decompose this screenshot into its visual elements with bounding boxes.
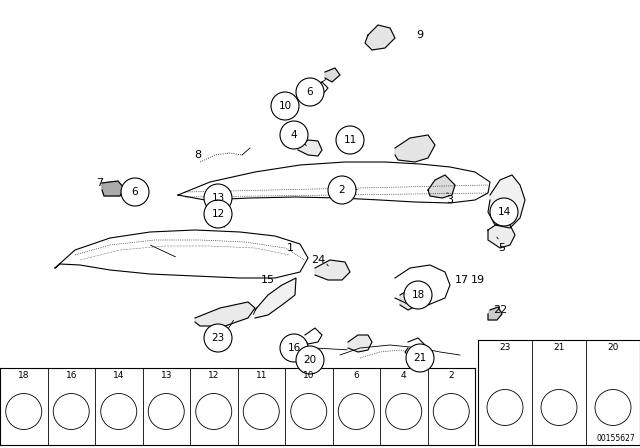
- Text: 1: 1: [287, 243, 294, 253]
- Polygon shape: [488, 175, 525, 228]
- Text: 13: 13: [211, 193, 225, 203]
- Circle shape: [406, 344, 434, 372]
- Text: 13: 13: [161, 371, 172, 380]
- Text: 20: 20: [607, 344, 619, 353]
- Polygon shape: [195, 302, 255, 326]
- Polygon shape: [102, 181, 124, 196]
- Text: 8: 8: [195, 150, 202, 160]
- Circle shape: [204, 200, 232, 228]
- Text: 3: 3: [447, 195, 454, 205]
- Circle shape: [204, 324, 232, 352]
- Text: 11: 11: [255, 371, 267, 380]
- Text: 4: 4: [401, 371, 406, 380]
- Polygon shape: [400, 288, 420, 310]
- Text: 10: 10: [278, 101, 292, 111]
- Text: 21: 21: [413, 353, 427, 363]
- Polygon shape: [395, 135, 435, 162]
- Polygon shape: [298, 140, 322, 156]
- Circle shape: [280, 121, 308, 149]
- Text: 24: 24: [311, 255, 325, 265]
- Text: 6: 6: [353, 371, 359, 380]
- Circle shape: [296, 346, 324, 374]
- Text: 22: 22: [493, 305, 507, 315]
- Circle shape: [404, 281, 432, 309]
- Text: 18: 18: [18, 371, 29, 380]
- Circle shape: [121, 178, 149, 206]
- Text: 18: 18: [412, 290, 424, 300]
- Text: 21: 21: [554, 344, 564, 353]
- Text: 15: 15: [261, 275, 275, 285]
- Polygon shape: [348, 335, 372, 352]
- Polygon shape: [428, 175, 455, 198]
- Text: 5: 5: [499, 243, 506, 253]
- Polygon shape: [365, 25, 395, 50]
- Text: 16: 16: [65, 371, 77, 380]
- Text: 20: 20: [303, 355, 317, 365]
- Text: 19: 19: [471, 275, 485, 285]
- Text: 23: 23: [499, 344, 511, 353]
- Polygon shape: [325, 68, 340, 82]
- Polygon shape: [488, 222, 515, 248]
- Circle shape: [280, 334, 308, 362]
- Text: 10: 10: [303, 371, 314, 380]
- Text: 7: 7: [97, 178, 104, 188]
- Text: 12: 12: [211, 209, 225, 219]
- Text: 6: 6: [132, 187, 138, 197]
- Circle shape: [490, 198, 518, 226]
- Text: 4: 4: [291, 130, 298, 140]
- Circle shape: [336, 126, 364, 154]
- Text: 6: 6: [307, 87, 314, 97]
- Text: 00155627: 00155627: [596, 434, 635, 443]
- Circle shape: [204, 184, 232, 212]
- Circle shape: [271, 92, 299, 120]
- Text: 17: 17: [455, 275, 469, 285]
- Polygon shape: [255, 278, 296, 318]
- Text: 16: 16: [287, 343, 301, 353]
- Circle shape: [296, 78, 324, 106]
- Text: 2: 2: [449, 371, 454, 380]
- Text: 9: 9: [417, 30, 424, 40]
- Text: 12: 12: [208, 371, 220, 380]
- Text: 14: 14: [113, 371, 124, 380]
- Polygon shape: [315, 260, 350, 280]
- Polygon shape: [488, 307, 502, 320]
- Text: 14: 14: [497, 207, 511, 217]
- Text: 23: 23: [211, 333, 225, 343]
- Text: 2: 2: [339, 185, 346, 195]
- Text: 11: 11: [344, 135, 356, 145]
- Circle shape: [328, 176, 356, 204]
